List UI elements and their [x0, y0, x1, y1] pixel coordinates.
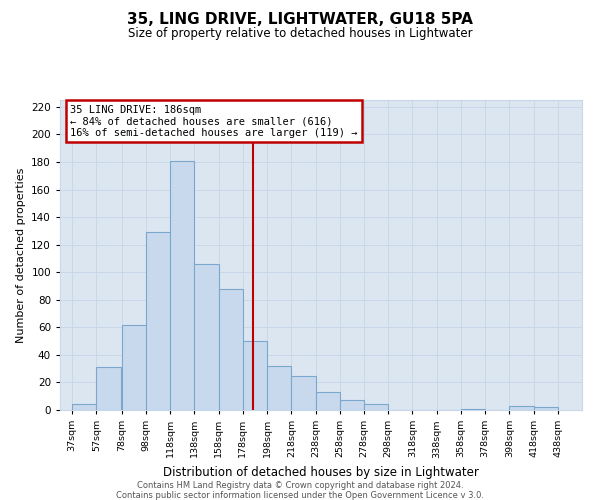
Bar [340, 400, 364, 410]
Bar [146, 232, 170, 410]
Text: Contains HM Land Registry data © Crown copyright and database right 2024.: Contains HM Land Registry data © Crown c… [137, 481, 463, 490]
Bar [218, 289, 243, 410]
Bar [243, 341, 267, 410]
Bar [170, 160, 194, 410]
Text: Contains public sector information licensed under the Open Government Licence v : Contains public sector information licen… [116, 491, 484, 500]
Bar [72, 404, 97, 410]
Bar [509, 406, 533, 410]
Text: Size of property relative to detached houses in Lightwater: Size of property relative to detached ho… [128, 28, 472, 40]
Bar [292, 376, 316, 410]
Bar [194, 264, 218, 410]
Bar [533, 407, 558, 410]
Text: 35 LING DRIVE: 186sqm
← 84% of detached houses are smaller (616)
16% of semi-det: 35 LING DRIVE: 186sqm ← 84% of detached … [70, 104, 358, 138]
Bar [316, 392, 340, 410]
Text: 35, LING DRIVE, LIGHTWATER, GU18 5PA: 35, LING DRIVE, LIGHTWATER, GU18 5PA [127, 12, 473, 28]
Bar [267, 366, 292, 410]
Bar [122, 324, 146, 410]
Bar [364, 404, 388, 410]
Bar [97, 368, 121, 410]
X-axis label: Distribution of detached houses by size in Lightwater: Distribution of detached houses by size … [163, 466, 479, 479]
Bar [461, 408, 485, 410]
Y-axis label: Number of detached properties: Number of detached properties [16, 168, 26, 342]
